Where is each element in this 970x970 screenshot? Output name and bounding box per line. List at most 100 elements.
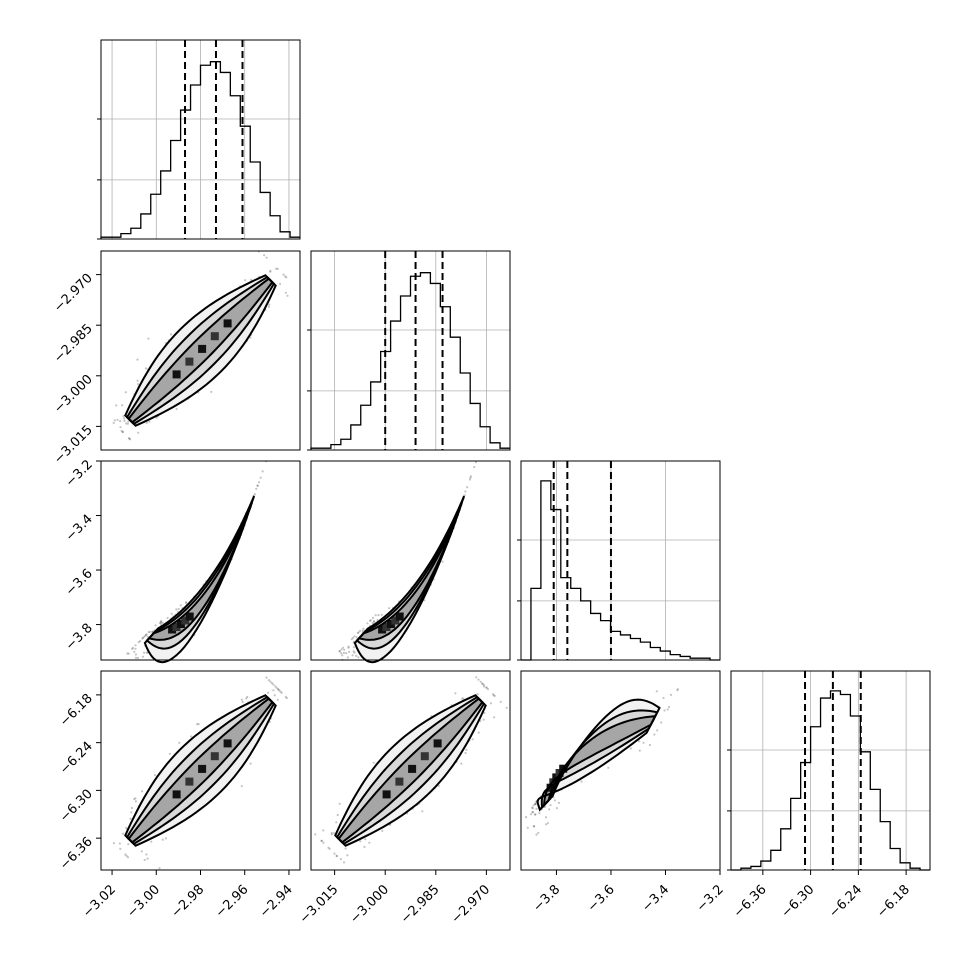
scatter-point	[190, 735, 193, 738]
scatter-point	[553, 799, 557, 802]
scatter-point	[284, 695, 287, 699]
scatter-point	[642, 741, 645, 744]
x-tick-label-2-1: −3.6	[585, 882, 618, 915]
x-tick-label-1-2: −2.985	[398, 882, 443, 927]
scatter-point	[134, 647, 137, 650]
scatter-point	[481, 682, 484, 685]
density-core	[181, 616, 190, 625]
scatter-point	[548, 808, 551, 811]
y-tick-label-2-0: −3.8	[63, 621, 96, 654]
scatter-point	[355, 636, 358, 639]
scatter-point	[257, 481, 261, 484]
scatter-point	[483, 711, 486, 715]
scatter-point	[545, 823, 548, 826]
density-core	[378, 625, 387, 634]
density-core	[382, 790, 391, 799]
pair-frame	[310, 460, 511, 661]
scatter-point	[265, 676, 268, 679]
scatter-point	[129, 817, 132, 820]
scatter-point	[352, 646, 356, 649]
x-tick-label-0-3: −2.96	[213, 882, 252, 921]
scatter-point	[274, 685, 277, 688]
scatter-point	[282, 273, 285, 276]
scatter-point	[482, 685, 486, 688]
scatter-point	[549, 804, 552, 807]
scatter-point	[112, 842, 115, 845]
pair-panel-2-1	[310, 460, 511, 664]
scatter-point	[462, 697, 465, 700]
scatter-point	[146, 857, 149, 860]
scatter-point	[475, 676, 478, 679]
scatter-point	[256, 484, 259, 487]
density-core	[185, 357, 194, 366]
scatter-point	[380, 613, 383, 616]
scatter-point	[164, 837, 167, 840]
scatter-point	[124, 391, 127, 394]
scatter-point	[158, 621, 161, 625]
scatter-point	[168, 752, 171, 755]
scatter-point	[143, 858, 146, 862]
scatter-point	[377, 614, 380, 617]
scatter-point	[151, 630, 154, 634]
scatter-point	[461, 697, 464, 700]
scatter-point	[127, 420, 130, 423]
scatter-point	[372, 620, 375, 623]
x-tick-label-2-0: −3.8	[530, 882, 563, 915]
density-core	[198, 344, 207, 353]
y-tick-label-3-3: −6.18	[57, 691, 96, 730]
scatter-point	[534, 813, 537, 816]
scatter-point	[178, 741, 181, 744]
scatter-point	[389, 823, 392, 827]
density-core	[172, 790, 181, 799]
hist-frame-0	[100, 39, 301, 240]
scatter-point	[493, 716, 496, 719]
hist-step-2	[521, 480, 720, 661]
scatter-point	[284, 275, 287, 278]
x-tick-label-3-1: −6.30	[779, 882, 818, 921]
scatter-point	[464, 490, 467, 493]
scatter-point	[197, 723, 200, 726]
scatter-point	[338, 650, 341, 653]
x-tick-label-2-2: −3.4	[639, 882, 672, 915]
scatter-point	[469, 476, 472, 479]
scatter-point	[128, 437, 131, 440]
scatter-point	[269, 270, 272, 273]
scatter-point	[136, 383, 140, 386]
x-tick-label-3-0: −6.36	[731, 882, 770, 921]
scatter-point	[327, 846, 330, 849]
scatter-point	[466, 486, 469, 489]
scatter-point	[275, 267, 278, 270]
contour-level-1	[540, 709, 659, 810]
scatter-point	[150, 840, 153, 843]
scatter-point	[154, 624, 157, 627]
contour-level-0	[124, 694, 277, 847]
scatter-point	[133, 650, 136, 653]
y-tick-label-3-2: −6.24	[57, 739, 96, 778]
density-core	[391, 616, 400, 625]
scatter-point	[454, 692, 457, 695]
pair-panel-2-0	[100, 460, 301, 664]
scatter-point	[607, 766, 610, 769]
scatter-point	[253, 493, 257, 496]
scatter-point	[340, 648, 343, 651]
contour-level-2	[357, 507, 461, 641]
scatter-point	[531, 810, 534, 814]
x-tick-label-1-1: −3.000	[347, 882, 392, 927]
scatter-point	[486, 688, 490, 691]
scatter-point	[344, 847, 347, 850]
hist-frame-3	[730, 670, 931, 871]
scatter-point	[358, 629, 362, 633]
scatter-point	[259, 476, 262, 479]
scatter-point	[161, 838, 164, 841]
scatter-point	[471, 738, 474, 741]
scatter-point	[147, 631, 150, 634]
scatter-point	[492, 693, 495, 696]
hist-step-1	[310, 272, 510, 450]
scatter-point	[580, 780, 583, 783]
scatter-point	[141, 790, 144, 793]
scatter-point	[241, 700, 244, 704]
scatter-point	[158, 867, 161, 870]
contour-level-1	[125, 695, 276, 846]
scatter-point	[272, 683, 275, 686]
contour-level-2	[147, 507, 251, 641]
